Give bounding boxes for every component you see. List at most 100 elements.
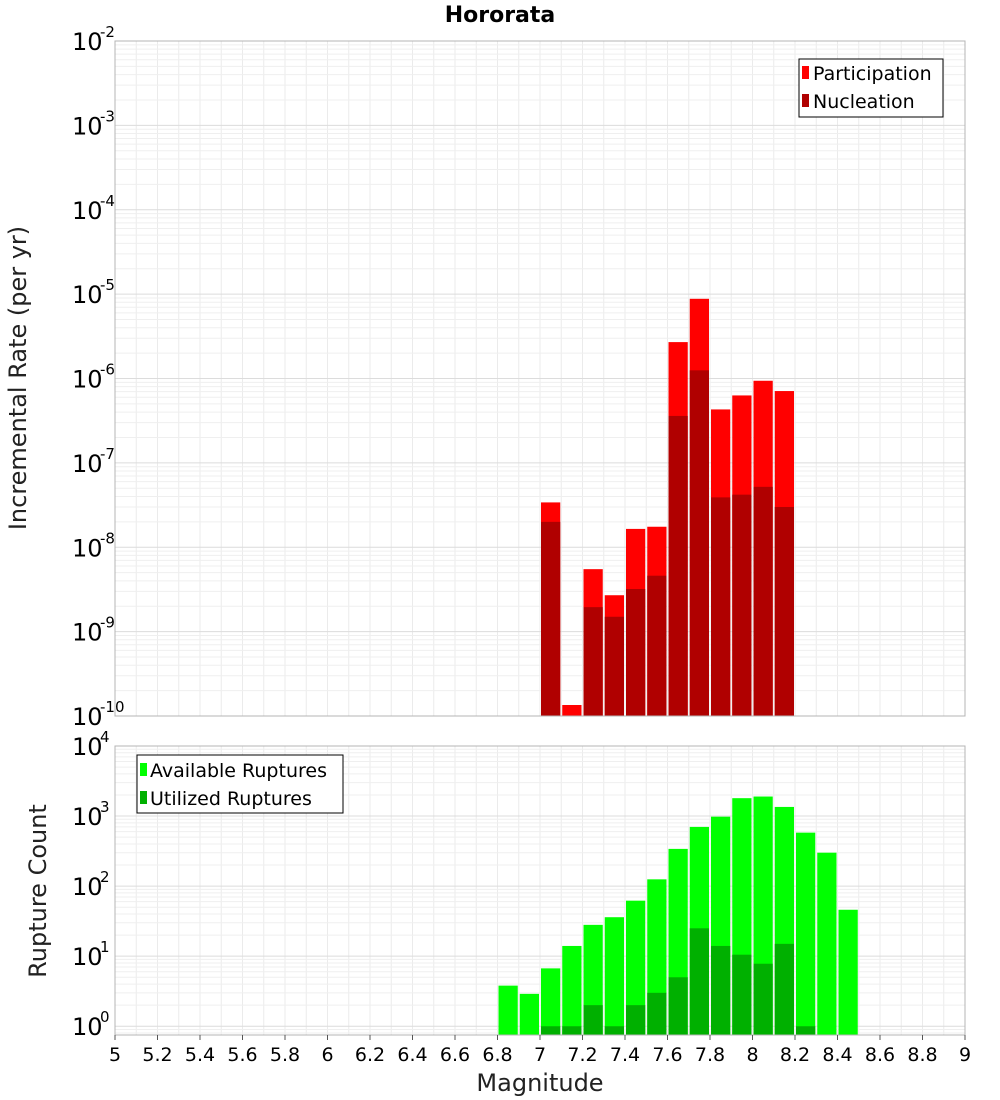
count-bar-utilized-ruptures [689,928,709,1035]
x-tick-label: 7.6 [652,1044,682,1066]
rate-bar-nucleation [689,370,709,716]
count-bar-available-ruptures [796,832,816,1035]
count-bar-available-ruptures [817,852,837,1035]
legend-participation-label: Participation [813,63,932,85]
y-tick-label: 10 [72,619,103,647]
x-tick-label: 8.4 [822,1044,852,1066]
rate-bar-nucleation [604,616,624,716]
rate-y-axis-label: Incremental Rate (per yr) [4,226,32,530]
y-tick-label: 10 [72,197,103,225]
rate-plot-border [114,40,966,717]
count-bars [498,796,858,1035]
rate-bars [541,298,794,716]
count-bar-available-ruptures [541,968,561,1035]
legend-available-label: Available Ruptures [150,760,327,782]
rate-bar-nucleation [583,607,603,716]
x-tick-label: 9 [959,1044,971,1066]
count-bar-available-ruptures [498,985,518,1035]
legend-utilized-label: Utilized Ruptures [150,788,312,810]
y-tick-exponent: 1 [100,938,110,956]
y-tick-exponent: -6 [100,361,115,379]
x-tick-label: 5.8 [270,1044,300,1066]
y-tick-label: 10 [72,803,103,831]
count-y-axis-label: Rupture Count [24,804,52,978]
y-tick-exponent: -3 [100,107,115,125]
legend-available-swatch [140,763,147,776]
rate-bar-participation [562,705,582,716]
count-bar-available-ruptures [562,945,582,1035]
x-tick-label: 6.6 [440,1044,470,1066]
y-tick-exponent: -9 [100,614,115,632]
count-bar-utilized-ruptures [732,954,752,1035]
rate-bar-nucleation [626,589,646,716]
count-bar-utilized-ruptures [774,943,794,1035]
rate-bar-nucleation [647,575,667,716]
y-tick-exponent: 3 [100,798,110,816]
x-tick-label: 6.8 [482,1044,512,1066]
rate-bar-nucleation [541,521,561,716]
y-tick-exponent: 2 [100,868,110,886]
count-bar-utilized-ruptures [604,1026,624,1035]
y-tick-label: 10 [72,366,103,394]
rate-bar-nucleation [732,494,752,716]
y-tick-label: 10 [72,1013,103,1041]
x-tick-label: 8.2 [780,1044,810,1066]
legend-nucleation-label: Nucleation [813,91,915,113]
count-legend-box [136,754,344,814]
count-legend: Available Ruptures Utilized Ruptures [136,754,344,814]
count-bar-available-ruptures [519,993,539,1035]
legend-nucleation-swatch [802,94,809,107]
y-tick-exponent: 4 [100,728,110,746]
legend-participation-swatch [802,66,809,79]
rate-bar-nucleation [774,506,794,716]
chart-title: Hororata [445,3,556,28]
rate-bar-nucleation [711,497,731,716]
x-tick-label: 7.2 [567,1044,597,1066]
x-tick-label: 5.4 [185,1044,215,1066]
count-bar-utilized-ruptures [796,1026,816,1035]
rate-legend-box [798,58,944,118]
count-bar-utilized-ruptures [711,945,731,1035]
y-tick-label: 10 [72,450,103,478]
count-bar-utilized-ruptures [583,1005,603,1035]
count-bar-utilized-ruptures [541,1026,561,1035]
y-tick-label: 10 [72,534,103,562]
x-tick-label: 7.4 [610,1044,640,1066]
x-tick-label: 8 [746,1044,758,1066]
x-tick-label: 8.6 [865,1044,895,1066]
count-bar-available-ruptures [626,900,646,1035]
rate-bar-nucleation [753,486,773,716]
x-tick-label: 7.8 [695,1044,725,1066]
y-tick-exponent: -8 [100,529,115,547]
y-tick-exponent: -7 [100,445,115,463]
y-tick-exponent: 0 [100,1008,110,1026]
x-tick-label: 5.2 [142,1044,172,1066]
x-tick-label: 6 [321,1044,333,1066]
y-tick-label: 10 [72,281,103,309]
x-tick-label: 6.2 [355,1044,385,1066]
count-bar-utilized-ruptures [647,992,667,1035]
count-bar-utilized-ruptures [668,977,688,1035]
x-axis-label: Magnitude [476,1069,603,1097]
count-bar-utilized-ruptures [562,1026,582,1035]
y-tick-exponent: -10 [100,698,125,716]
rate-bar-nucleation [668,415,688,716]
y-tick-label: 10 [72,733,103,761]
x-tick-label: 7 [534,1044,546,1066]
y-tick-exponent: -5 [100,276,115,294]
rate-grid [115,40,965,717]
x-axis-ticks: 5 5.2 5.4 5.6 5.8 6 6.2 6.4 6.6 6.8 7 7.2 7.4 7.6 7.8 8… [109,1035,971,1066]
x-tick-label: 5.6 [227,1044,257,1066]
legend-utilized-swatch [140,791,147,804]
y-tick-label: 10 [72,873,103,901]
x-tick-label: 8.8 [907,1044,937,1066]
x-tick-label: 5 [109,1044,121,1066]
y-tick-label: 10 [72,112,103,140]
count-bar-available-ruptures [604,917,624,1035]
y-tick-exponent: -4 [100,192,115,210]
y-tick-label: 10 [72,703,103,731]
count-bar-utilized-ruptures [626,1005,646,1035]
